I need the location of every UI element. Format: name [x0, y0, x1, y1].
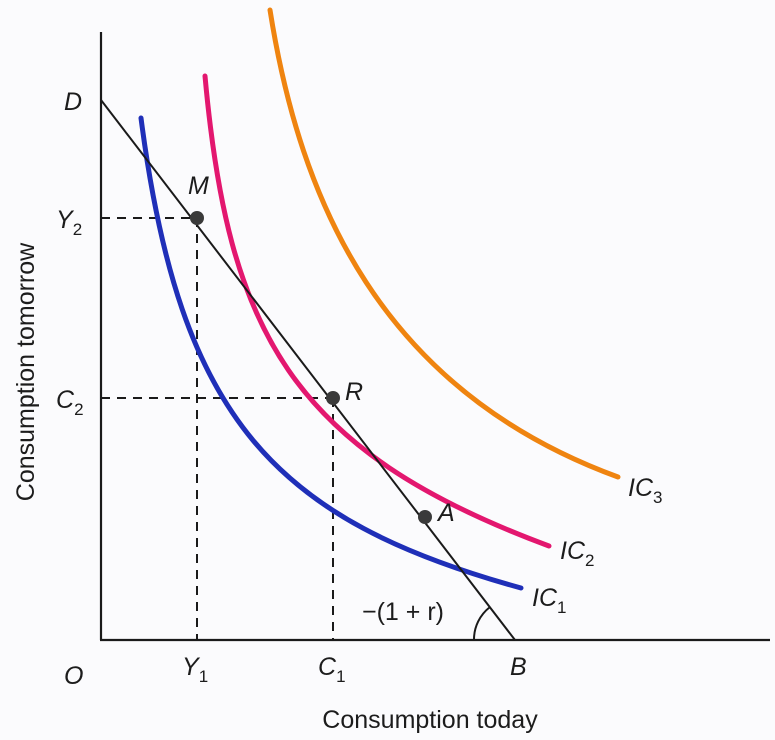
point-r-label: R	[345, 378, 363, 406]
ic2-curve	[202, 73, 552, 549]
slope-label: −(1 + r)	[362, 598, 444, 626]
slope-angle-arc	[472, 606, 491, 641]
ic3-curve	[267, 7, 621, 480]
b-label: B	[510, 653, 527, 681]
y2-label: Y2	[56, 206, 82, 239]
c2-label: C2	[56, 386, 84, 419]
y1-label: Y1	[182, 653, 208, 686]
y-axis-title: Consumption tomorrow	[12, 242, 40, 501]
point-m	[190, 211, 204, 225]
ic3-label: IC3	[628, 474, 662, 507]
d-label: D	[64, 88, 82, 116]
origin-label: O	[64, 662, 83, 690]
point-a-label: A	[436, 499, 455, 527]
x-axis-title: Consumption today	[322, 706, 538, 734]
ic1-label: IC1	[532, 584, 566, 617]
ic1-curve	[138, 115, 524, 591]
point-m-label: M	[188, 172, 209, 200]
budget-line	[100, 99, 516, 641]
point-r	[326, 391, 340, 405]
point-a	[418, 510, 432, 524]
c1-label: C1	[318, 653, 346, 686]
ic2-label: IC2	[560, 537, 594, 570]
dashed-guides	[101, 217, 334, 640]
